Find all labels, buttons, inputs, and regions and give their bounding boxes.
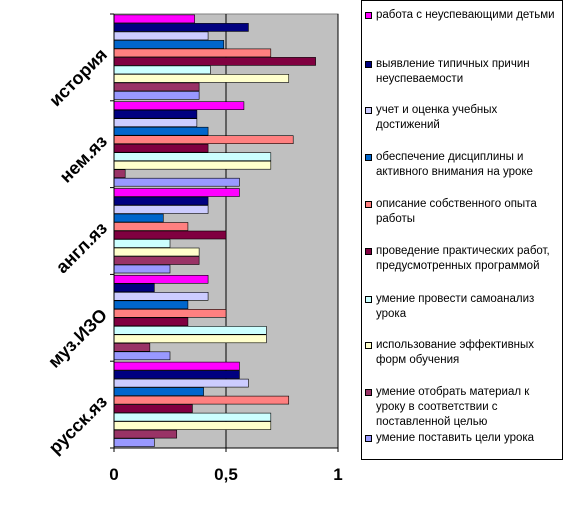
bar [113, 135, 294, 144]
bar [113, 14, 195, 24]
legend: работа с неуспевающими детьми выявление … [361, 0, 563, 460]
bar [113, 239, 171, 248]
bar [113, 300, 189, 310]
category-label: муз.ИЗО [44, 305, 111, 372]
bar [113, 283, 155, 293]
bar [113, 421, 272, 430]
bar [113, 351, 171, 361]
bar [113, 395, 290, 405]
legend-label: умение провести самоанализ урока [376, 293, 535, 320]
bar [113, 196, 209, 206]
bar [113, 308, 227, 318]
bar [113, 325, 267, 335]
legend-label: работа с неуспевающими детьми [376, 9, 555, 21]
legend-item: учет и оценка учебных достижений [365, 103, 558, 133]
legend-swatch [365, 296, 372, 303]
x-tick-label: 0 [109, 465, 118, 484]
bar [113, 361, 240, 371]
bar [113, 256, 200, 265]
bar [113, 126, 209, 136]
bar [113, 438, 155, 447]
bar [113, 222, 189, 231]
legend-swatch [365, 389, 372, 396]
bar [113, 264, 171, 274]
legend-item: описание собственного опыта работы [365, 197, 558, 227]
category-label: русск.яз [45, 391, 111, 457]
bar [113, 23, 249, 32]
bar [113, 334, 267, 344]
category-label: история [45, 44, 111, 110]
bar [113, 188, 240, 197]
legend-swatch [365, 201, 372, 208]
legend-label: обеспечение дисциплины и активного внима… [376, 151, 533, 178]
bar [113, 177, 240, 187]
bar [113, 57, 316, 66]
bar [113, 404, 193, 413]
bar [113, 291, 209, 301]
legend-label: выявление типичных причин неуспеваемости [376, 58, 530, 85]
legend-item: умение отобрать материал к уроку в соотв… [365, 385, 558, 430]
legend-swatch [365, 12, 372, 19]
category-labels: русск.яз муз.ИЗО англ.яз нем.яз история [44, 44, 111, 458]
legend-swatch [365, 435, 372, 442]
axes [110, 13, 339, 452]
bar [113, 101, 245, 110]
bar [113, 247, 200, 257]
legend-label: умение поставить цели урока [376, 432, 535, 444]
legend-item: обеспечение дисциплины и активного внима… [365, 150, 558, 180]
bar-series-group [113, 14, 316, 447]
bar [113, 48, 272, 58]
x-tick-labels: 0 0,5 1 [109, 465, 342, 484]
bar [113, 317, 189, 327]
bar [113, 74, 290, 83]
bar [113, 143, 209, 153]
bar [113, 40, 225, 49]
legend-swatch [365, 107, 372, 114]
bar [113, 387, 204, 396]
bar [113, 230, 227, 240]
x-tick-label: 0,5 [214, 465, 238, 484]
bar [113, 213, 164, 223]
bar [113, 118, 198, 127]
bar [113, 412, 272, 422]
bar [113, 274, 209, 284]
category-label: нем.яз [56, 131, 111, 186]
bar [113, 31, 209, 41]
legend-label: учет и оценка учебных достижений [376, 104, 498, 131]
legend-swatch [365, 248, 372, 255]
bar [113, 429, 178, 439]
legend-item: выявление типичных причин неуспеваемости [365, 57, 558, 87]
bar [113, 342, 151, 352]
bar [113, 152, 272, 161]
legend-item: работа с неуспевающими детьми [365, 8, 558, 23]
legend-item: проведение практических работ, предусмот… [365, 244, 558, 274]
legend-swatch [365, 342, 372, 349]
bar [113, 169, 126, 178]
bar [113, 370, 240, 379]
bar [113, 91, 200, 100]
legend-label: умение отобрать материал к уроку в соотв… [376, 386, 530, 428]
legend-swatch [365, 61, 372, 68]
bar [113, 378, 249, 388]
legend-item: умение поставить цели урока [365, 431, 558, 446]
bar [113, 205, 209, 214]
legend-item: использование эффективных форм обучения [365, 338, 558, 368]
legend-swatch [365, 154, 372, 161]
bar [113, 65, 211, 75]
legend-item: умение провести самоанализ урока [365, 292, 558, 322]
legend-label: описание собственного опыта работы [376, 198, 537, 225]
legend-label: использование эффективных форм обучения [376, 339, 535, 366]
category-label: англ.яз [52, 218, 111, 277]
bar [113, 160, 272, 170]
bar [113, 109, 198, 119]
legend-label: проведение практических работ, предусмот… [376, 245, 550, 272]
bar [113, 82, 200, 92]
x-tick-label: 1 [333, 465, 342, 484]
